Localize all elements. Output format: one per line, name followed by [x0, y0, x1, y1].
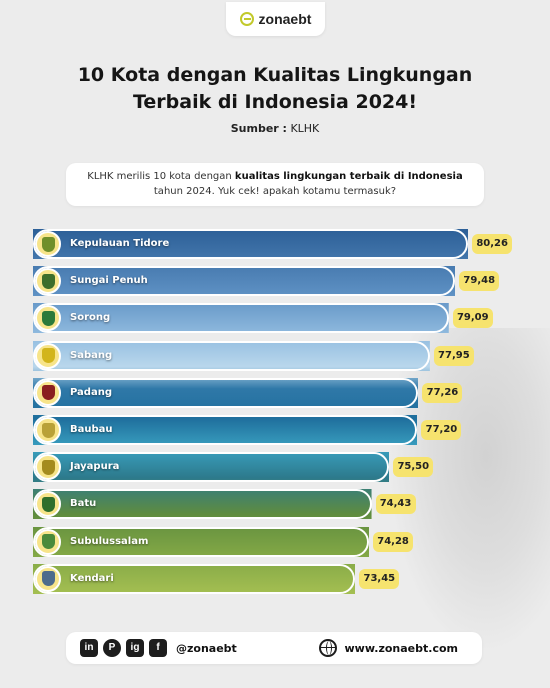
footer-bar: in P ig f @zonaebt www.zonaebt.com [66, 632, 482, 664]
value-label-3: 77,95 [433, 345, 474, 366]
intro-text-bold: kualitas lingkungan terbaik di Indonesia [234, 171, 463, 182]
bar-label-5: Baubau [70, 424, 113, 435]
shield-padang-icon [35, 379, 61, 406]
intro-box: KLHK merilis 10 kota dengan kualitas lin… [66, 163, 484, 206]
pinterest-icon[interactable]: P [103, 639, 121, 657]
website-link[interactable]: www.zonaebt.com [344, 641, 459, 655]
bar-9 [33, 563, 356, 594]
intro-text-before: KLHK merilis 10 kota dengan [87, 171, 235, 182]
shield-sorong-icon [35, 305, 61, 332]
value-label-9: 73,45 [359, 568, 400, 589]
bar-label-2: Sorong [70, 312, 111, 324]
value-label-1: 79,48 [459, 271, 500, 292]
shield-baubau-icon [35, 417, 61, 443]
bar-8 [33, 526, 370, 557]
brand-logo: zonaebt [226, 2, 325, 36]
bar-3 [33, 340, 430, 371]
bar-label-8: Subulussalam [70, 535, 149, 547]
brand-name: zonaebt [258, 11, 312, 27]
bar-1 [33, 266, 456, 297]
page-title: 10 Kota dengan Kualitas Lingkungan Terba… [0, 62, 550, 116]
facebook-icon[interactable]: f [149, 639, 167, 657]
bar-label-1: Sungai Penuh [70, 275, 148, 287]
bar-label-3: Sabang [70, 349, 113, 361]
bar-7 [33, 489, 372, 520]
shield-jayapura-icon [35, 454, 61, 481]
globe-icon [318, 639, 337, 657]
bars-photo-background [33, 226, 503, 596]
social-handle[interactable]: @zonaebt [176, 641, 237, 655]
value-label-6: 75,50 [393, 457, 434, 478]
zonaebt-logo-icon [239, 12, 254, 26]
title-line-2: Terbaik di Indonesia 2024! [132, 91, 418, 113]
source-line: Sumber : KLHK [0, 122, 550, 135]
shield-sungai-penuh-icon [35, 268, 61, 295]
shield-tidore-icon [35, 231, 61, 257]
bar-6 [33, 452, 390, 483]
source-label: Sumber : [230, 122, 287, 135]
title-line-1: 10 Kota dengan Kualitas Lingkungan [77, 64, 473, 86]
source-value: KLHK [290, 122, 320, 135]
intro-text-after: tahun 2024. Yuk cek! apakah kotamu terma… [153, 186, 397, 197]
instagram-icon[interactable]: ig [126, 639, 144, 657]
shield-sabang-icon [35, 342, 61, 369]
bar-chart: Kepulauan Tidore 80,26 Sungai Penuh 79,48 So… [0, 226, 550, 606]
value-label-8: 74,28 [373, 531, 414, 552]
value-label-7: 74,43 [375, 494, 416, 515]
shield-batu-icon [35, 491, 61, 518]
value-label-5: 77,20 [421, 420, 462, 440]
bar-5 [33, 415, 418, 445]
shield-subulussalam-icon [35, 528, 61, 555]
shield-kendari-icon [35, 565, 61, 592]
bar-label-9: Kendari [70, 572, 114, 584]
bar-label-0: Kepulauan Tidore [70, 238, 170, 249]
bar-2 [33, 303, 449, 334]
linkedin-icon[interactable]: in [80, 639, 98, 657]
bar-label-7: Batu [70, 498, 97, 510]
value-label-2: 79,09 [452, 308, 493, 329]
bar-label-4: Padang [70, 386, 112, 398]
bar-4 [33, 377, 419, 408]
value-label-0: 80,26 [472, 234, 513, 254]
bar-0 [33, 229, 469, 259]
bar-label-6: Jayapura [70, 461, 120, 473]
value-label-4: 77,26 [422, 382, 463, 403]
